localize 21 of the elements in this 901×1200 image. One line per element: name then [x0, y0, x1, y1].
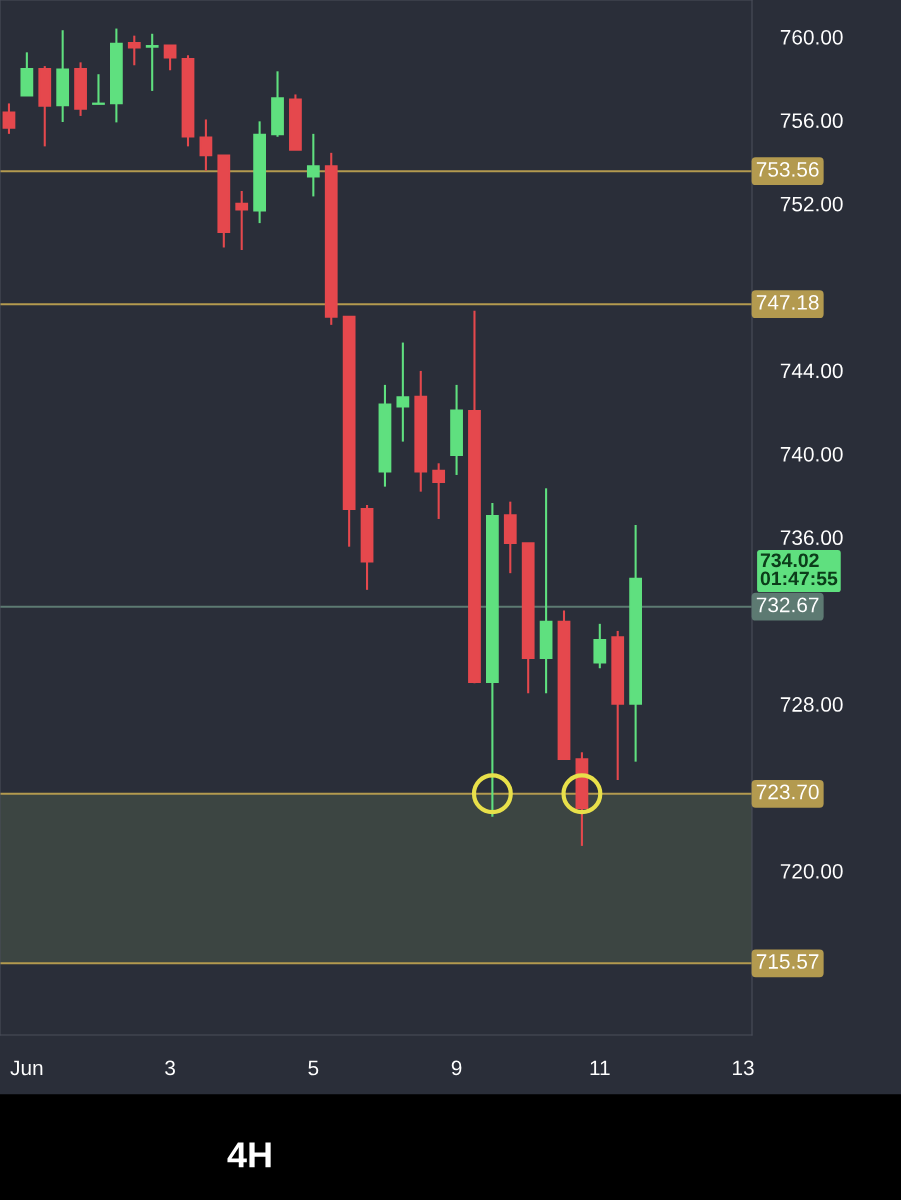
y-tick-label: 752.00: [780, 196, 843, 212]
ref-line-label: 753.56: [756, 162, 819, 177]
ref-line-label: 747.18: [756, 295, 819, 310]
ref-line-label: 723.70: [756, 784, 819, 800]
y-tick-label: 740.00: [780, 446, 843, 462]
x-tick-label: 5: [308, 1060, 319, 1076]
text: 4H: [227, 1142, 271, 1168]
y-tick-label: 720.00: [780, 863, 843, 879]
x-tick-label: 13: [733, 1060, 754, 1076]
x-tick-label: 11: [590, 1060, 610, 1076]
y-tick-label: 760.00: [780, 29, 843, 45]
x-tick-label: 9: [451, 1060, 462, 1076]
ref-line-label: 732.67: [756, 597, 819, 613]
text: 734.02 01:47:55: [760, 553, 838, 586]
ref-line-label: 715.57: [756, 954, 819, 969]
y-tick-label: 756.00: [780, 113, 843, 129]
y-tick-label: 728.00: [780, 697, 843, 712]
y-tick-label: 736.00: [780, 530, 843, 546]
x-tick-label: 3: [165, 1060, 175, 1076]
y-tick-label: 744.00: [780, 363, 843, 379]
x-tick-label: Jun: [10, 1060, 43, 1076]
